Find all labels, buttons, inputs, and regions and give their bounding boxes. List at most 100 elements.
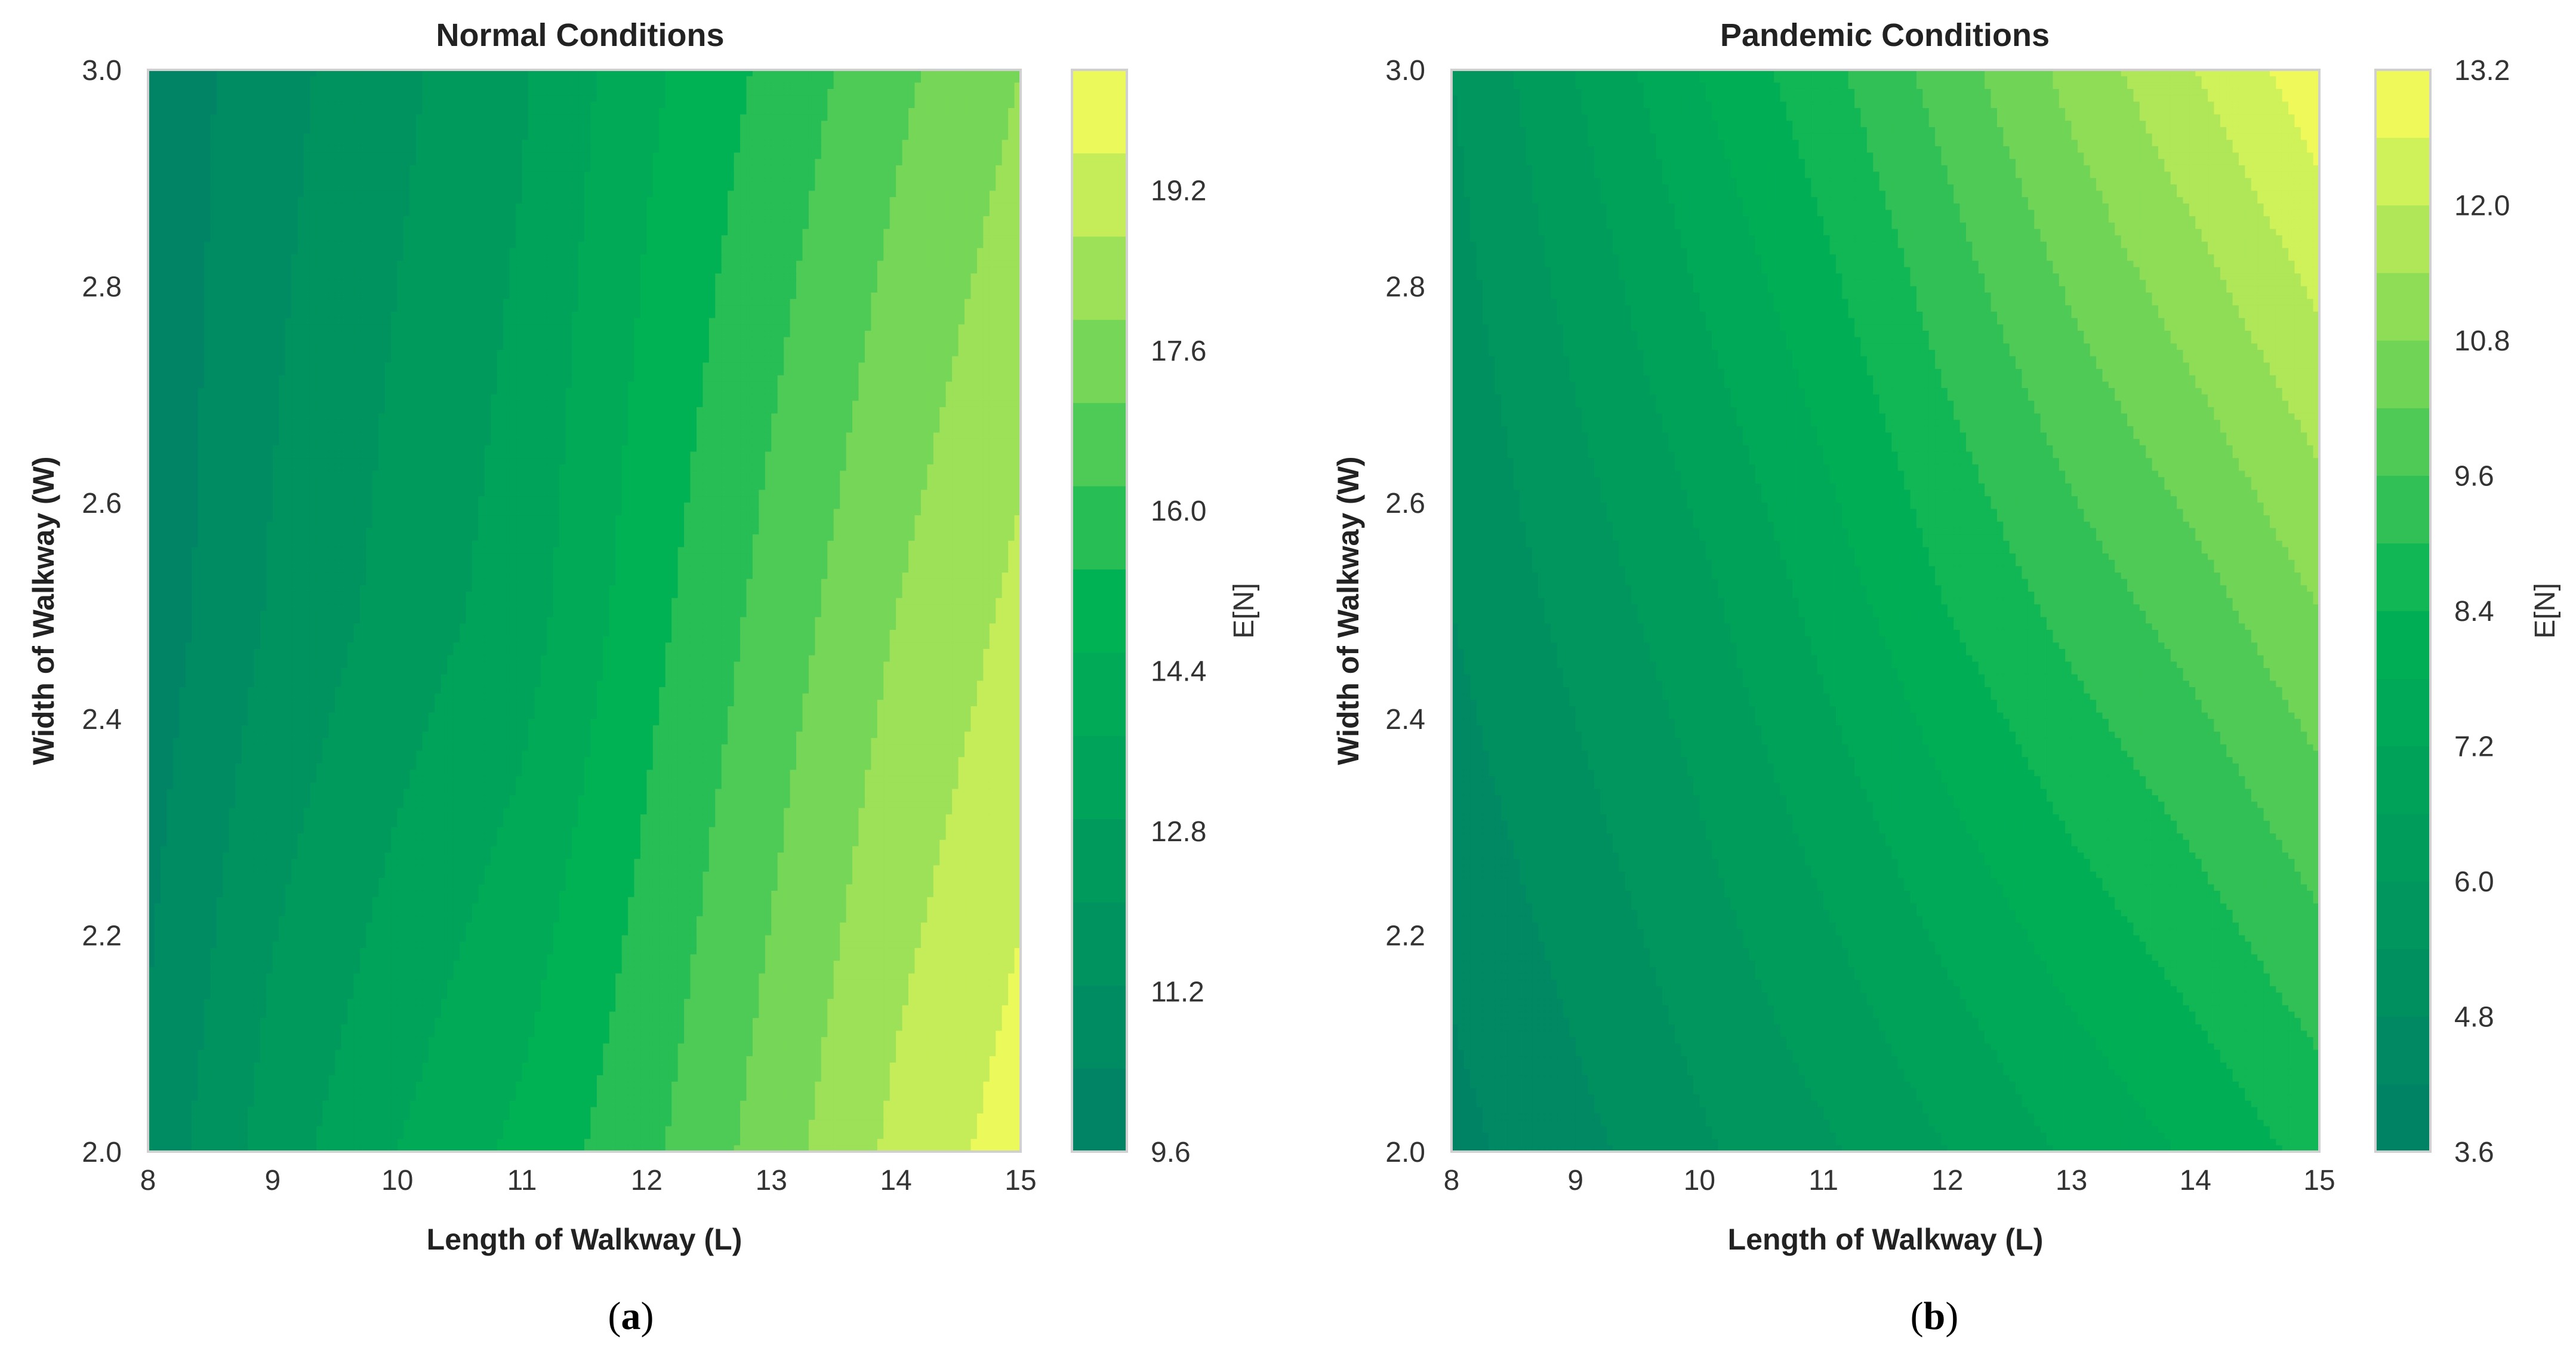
contour-cell [173,235,180,242]
contour-cell [154,96,161,102]
contour-cell [154,668,161,675]
contour-cell [154,1024,161,1031]
contour-cell [154,541,161,547]
contour-cell [173,312,180,318]
contour-cell [154,337,161,344]
contour-cell [154,376,161,382]
contour-cell [167,764,173,770]
contour-cell [154,1056,161,1063]
contour-cell [154,853,161,859]
contour-cell [161,725,167,732]
contour-cell [154,343,161,350]
contour-cell [167,974,173,980]
contour-cell [154,611,161,617]
contour-cell [161,916,167,923]
contour-cell [167,967,173,974]
contour-cell [167,528,173,534]
contour-cell [154,458,161,464]
contour-cell [154,115,161,121]
contour-cell [173,210,180,216]
contour-cell [167,993,173,999]
contour-cell [161,484,167,490]
contour-cell [161,611,167,617]
contour-cell [173,146,180,153]
contour-cell [154,305,161,312]
contour-cell [161,452,167,459]
contour-cell [173,108,180,115]
contour-cell [154,1005,161,1012]
contour-cell [161,337,167,344]
contour-cell [154,560,161,567]
contour-cell [161,210,167,216]
contour-cell [154,732,161,739]
contour-cell [167,381,173,388]
contour-cell [167,127,173,134]
contour-cell [154,395,161,401]
contour-cell [167,675,173,681]
contour-cell [167,496,173,503]
contour-cell [167,1101,173,1107]
contour-cell [154,293,161,299]
contour-cell [167,293,173,299]
contour-cell [173,305,180,312]
contour-cell [161,833,167,840]
contour-cell [154,878,161,885]
contour-cell [167,356,173,363]
contour-cell [173,96,180,102]
contour-cell [167,376,173,382]
contour-cell [167,553,173,560]
contour-cell [173,242,180,248]
contour-cell [167,388,173,395]
contour-cell [167,999,173,1005]
contour-cell [161,878,167,885]
contour-cell [154,280,161,287]
contour-cell [161,853,167,859]
contour-cell [167,1126,173,1133]
contour-cell [173,267,180,273]
contour-cell [161,267,167,273]
contour-cell [167,585,173,592]
contour-cell [161,1082,167,1088]
contour-cell [173,216,180,223]
contour-cell [167,1088,173,1094]
contour-cell [167,936,173,942]
contour-cell [167,477,173,484]
contour-cell [154,242,161,248]
contour-cell [154,1082,161,1088]
contour-cell [161,719,167,725]
contour-cell [173,273,180,280]
contour-cell [167,1056,173,1063]
contour-cell [154,814,161,821]
contour-cell [173,324,180,331]
contour-cell [154,903,161,910]
contour-cell [154,146,161,153]
contour-cell [154,414,161,420]
contour-cell [167,916,173,923]
contour-cell [154,719,161,725]
contour-cell [161,496,167,503]
contour-cell [161,1030,167,1037]
contour-cell [167,401,173,407]
contour-cell [167,750,173,757]
contour-cell [154,134,161,140]
contour-cell [154,267,161,273]
contour-cell [173,204,180,210]
contour-cell [167,76,173,83]
contour-cell [154,503,161,509]
contour-cell [154,1120,161,1127]
contour-cell [167,1012,173,1019]
contour-cell [167,757,173,764]
contour-cell [167,439,173,445]
contour-cell [154,789,161,795]
contour-cell [161,134,167,140]
contour-cell [167,115,173,121]
contour-cell [167,808,173,814]
contour-cell [161,1063,167,1069]
contour-cell [154,534,161,541]
contour-cell [154,783,161,789]
contour-cell [173,261,180,267]
contour-cell [167,490,173,496]
contour-cell [154,980,161,986]
contour-cell [167,642,173,649]
contour-cell [161,362,167,369]
